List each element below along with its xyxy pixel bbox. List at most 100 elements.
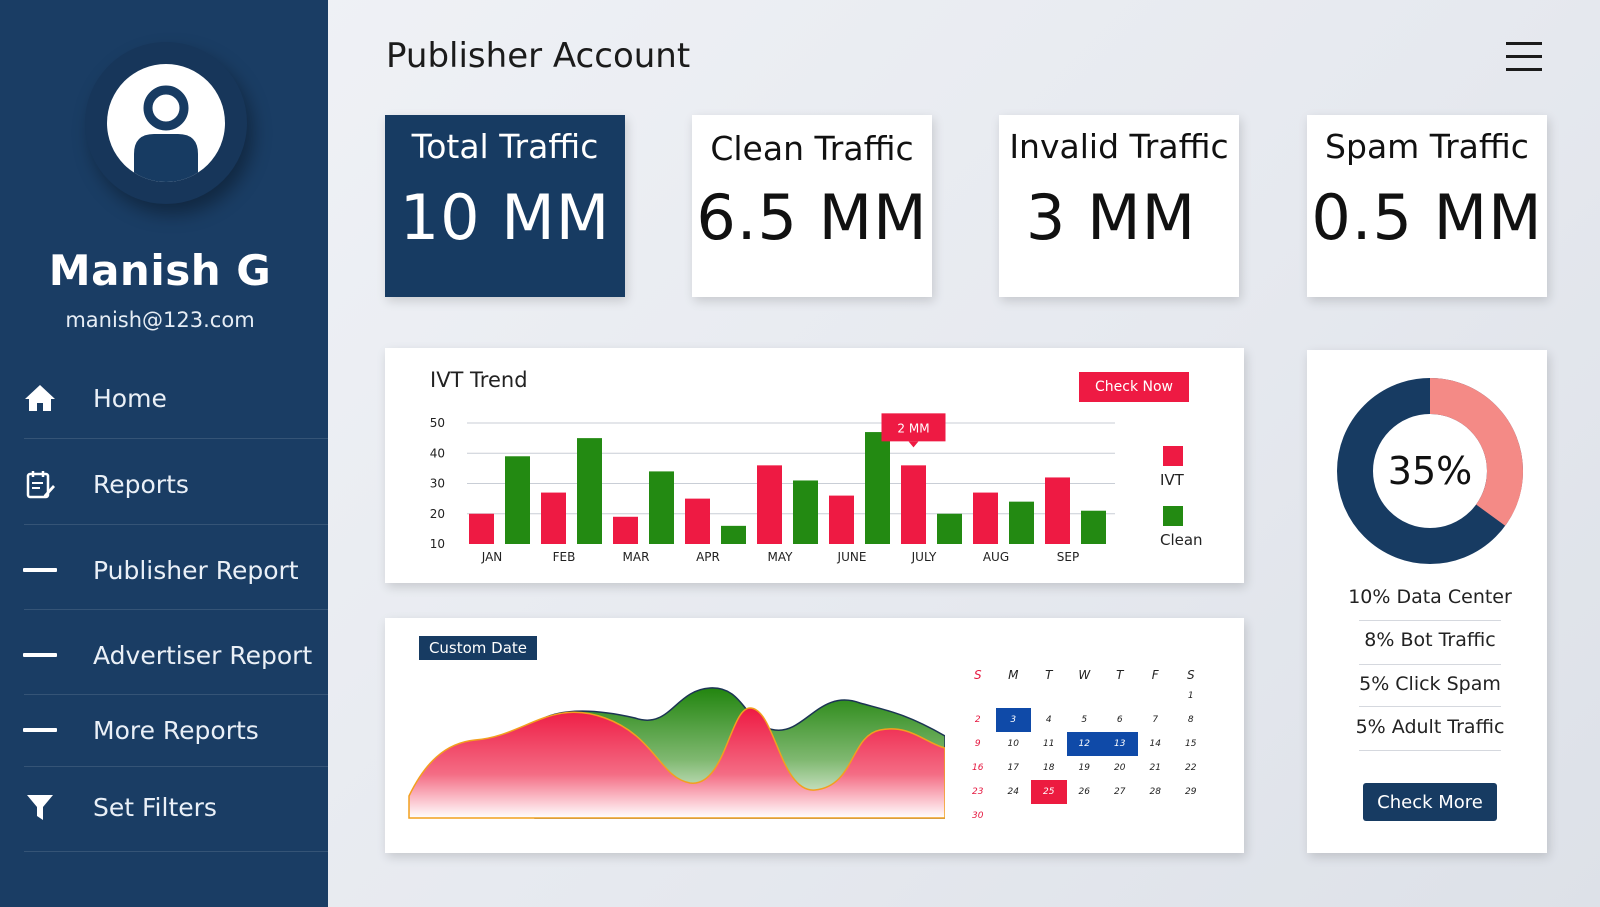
avatar[interactable] [107,64,225,182]
y-tick-label: 40 [430,446,445,460]
calendar-date[interactable]: 25 [1031,780,1067,804]
bar-clean [505,456,530,544]
user-email: manish@123.com [65,308,255,332]
divider [1359,750,1501,751]
donut-segment [1337,378,1523,564]
bar-ivt [757,465,782,544]
calendar-empty [1031,684,1067,708]
calendar: S M T W T F S 1 2 3 4 5 6 7 8 9 10 11 12 13 14 15 16 17 18 19 20 21… [960,660,1210,828]
x-tick-label: APR [696,550,720,564]
nav-label-set-filters: Set Filters [93,792,217,822]
calendar-date[interactable]: 5 [1081,715,1088,725]
custom-date-button[interactable]: Custom Date [419,636,537,660]
filter-icon [22,789,58,825]
breakdown-item: 5% Adult Traffic [1355,716,1505,738]
hamburger-icon[interactable] [1506,42,1542,74]
calendar-date[interactable]: 28 [1149,787,1161,797]
calendar-empty [1031,804,1067,828]
calendar-day-header: S [973,668,982,682]
bar-ivt [829,495,854,544]
calendar-date[interactable]: 23 [972,787,984,797]
donut-percent: 35% [1387,449,1473,493]
calendar-day-header: T [1045,668,1053,682]
bar-ivt [1045,477,1070,544]
breakdown-item: 8% Bot Traffic [1364,629,1496,651]
calendar-date[interactable]: 21 [1149,763,1161,773]
dash-icon [22,552,58,588]
y-tick-label: 30 [430,477,445,491]
nav-item-home[interactable]: Home [0,358,328,438]
calendar-day-header: W [1078,668,1091,682]
check-now-button[interactable]: Check Now [1079,372,1189,402]
tooltip: 2 MM [881,413,946,448]
custom-date-card: Custom Date S M T W T F S 1 2 3 4 5 6 7 8 9 10 11 12 13 14 15… [385,618,1244,853]
page-title: Publisher Account [386,36,691,76]
bar-clean [577,438,602,544]
x-tick-label: FEB [553,550,576,564]
calendar-empty [1067,804,1103,828]
donut-chart [1337,378,1523,564]
calendar-date[interactable]: 1 [1187,691,1194,701]
calendar-date[interactable]: 19 [1078,763,1090,773]
calendar-date[interactable]: 17 [1007,763,1019,773]
calendar-date[interactable]: 22 [1185,763,1197,773]
calendar-empty [1138,684,1174,708]
calendar-date[interactable]: 2 [974,715,981,725]
dash-icon [22,637,58,673]
stat-card-clean[interactable]: Clean Traffic 6.5 MM [692,115,932,297]
calendar-empty [1173,804,1209,828]
calendar-date[interactable]: 14 [1149,739,1161,749]
nav-item-set-filters[interactable]: Set Filters [0,767,328,847]
stat-card-total[interactable]: Total Traffic 10 MM [385,115,625,297]
stat-label: Spam Traffic [1325,127,1529,166]
bar-clean [793,480,818,544]
calendar-date[interactable]: 10 [1007,739,1019,749]
nav-item-reports[interactable]: Reports [0,444,328,524]
calendar-date[interactable]: 15 [1185,739,1197,749]
stat-value: 6.5 MM [696,181,928,254]
breakdown-item: 5% Click Spam [1359,673,1501,695]
bar-clean [721,525,746,544]
stat-card-spam[interactable]: Spam Traffic 0.5 MM [1307,115,1547,297]
calendar-empty [1067,684,1103,708]
area-chart [408,687,945,819]
bar-ivt [541,492,566,544]
calendar-date[interactable]: 26 [1078,787,1090,797]
bar-clean [865,432,890,544]
stat-card-invalid[interactable]: Invalid Traffic 3 MM [999,115,1239,297]
nav-item-publisher-report[interactable]: Publisher Report [0,530,328,610]
calendar-date[interactable]: 11 [1043,739,1055,749]
calendar-date[interactable]: 8 [1187,715,1194,725]
home-icon [22,380,58,416]
nav-item-advertiser-report[interactable]: Advertiser Report [0,615,328,695]
calendar-date[interactable]: 30 [972,811,984,821]
bar-clean [937,513,962,544]
calendar-date[interactable]: 3 [995,708,1031,732]
x-tick-label: MAY [768,550,794,564]
nav-item-more-reports[interactable]: More Reports [0,690,328,770]
calendar-date[interactable]: 24 [1007,787,1019,797]
calendar-date[interactable]: 18 [1043,763,1055,773]
check-more-button[interactable]: Check More [1363,783,1497,821]
nav-divider [24,609,328,610]
calendar-date[interactable]: 16 [972,763,984,773]
calendar-date[interactable]: 13 [1102,732,1138,756]
stat-value: 3 MM [1025,181,1197,254]
nav-label-reports: Reports [93,469,189,499]
user-name: Manish G [48,246,272,295]
calendar-day-header: T [1116,668,1124,682]
legend-swatch [1163,506,1183,526]
calendar-empty [1102,804,1138,828]
calendar-date[interactable]: 12 [1066,732,1102,756]
nav-label-more-reports: More Reports [93,715,259,745]
x-tick-label: SEP [1057,550,1079,564]
bar-ivt [469,513,494,544]
calendar-date[interactable]: 6 [1116,715,1123,725]
calendar-date[interactable]: 29 [1185,787,1197,797]
calendar-date[interactable]: 9 [974,739,981,749]
x-tick-label: JUNE [837,550,867,564]
calendar-date[interactable]: 4 [1045,715,1052,725]
calendar-date[interactable]: 27 [1114,787,1126,797]
calendar-date[interactable]: 20 [1114,763,1126,773]
calendar-date[interactable]: 7 [1152,715,1159,725]
